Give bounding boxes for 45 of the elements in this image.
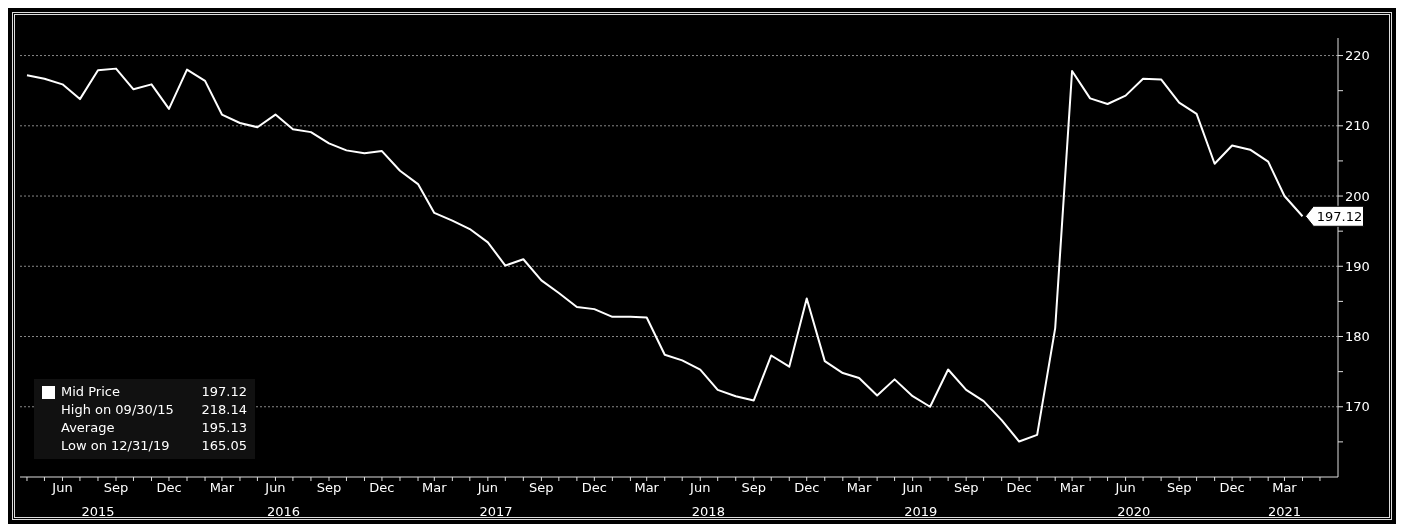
- x-tick-label: Mar: [1059, 480, 1085, 496]
- x-tick-label: Jun: [476, 480, 498, 496]
- data-label: 197.12: [1316, 209, 1363, 225]
- x2-tick-label: 2016: [267, 504, 301, 520]
- x-tick-label: Sep: [953, 480, 979, 496]
- y-tick-label: 180: [1345, 329, 1370, 345]
- x2-tick-label: 2020: [1117, 504, 1151, 520]
- x-tick-label: Sep: [529, 480, 554, 496]
- y-tick-label: 220: [1345, 48, 1370, 64]
- x-tick-label: Sep: [103, 480, 129, 496]
- text: High on 09/30/15 218.14: [61, 402, 247, 417]
- text: Low on 12/31/19 165.05: [61, 438, 247, 453]
- y-tick-label: 200: [1345, 188, 1370, 204]
- x2-tick-label: 2015: [81, 504, 115, 520]
- x-tick-label: Dec: [156, 480, 182, 496]
- x-tick-label: Mar: [846, 480, 873, 496]
- x-tick-label: Jun: [901, 480, 923, 496]
- x-tick-label: Dec: [794, 480, 820, 496]
- x2-tick-label: 2018: [691, 504, 725, 520]
- x-tick-label: Sep: [741, 480, 767, 496]
- x-tick-label: Sep: [316, 480, 342, 496]
- x2-tick-label: 2021: [1267, 504, 1302, 520]
- x-tick-label: Sep: [1166, 480, 1192, 496]
- legend-label: Mid Price: [61, 383, 121, 401]
- y-tick-label: 210: [1345, 118, 1370, 134]
- y-tick-label: 190: [1345, 258, 1370, 274]
- x2-tick-label: 2017: [479, 504, 513, 520]
- x-tick-label: Dec: [1006, 480, 1032, 496]
- x-tick-label: Dec: [369, 480, 395, 496]
- x-tick-label: Jun: [51, 480, 73, 496]
- x-tick-label: Mar: [422, 480, 448, 496]
- price-flag: 197.12: [1305, 205, 1364, 227]
- y-tick-label: 170: [1345, 399, 1370, 415]
- x-tick-label: Jun: [1114, 480, 1136, 496]
- x-tick-label: Dec: [581, 480, 607, 496]
- text: 197.12: [201, 384, 247, 399]
- x-tick-label: Dec: [1219, 480, 1245, 496]
- x-tick-label: Mar: [209, 480, 235, 496]
- x-tick-label: Jun: [264, 480, 286, 496]
- x2-tick-label: 2019: [904, 504, 938, 520]
- x-tick-label: Mar: [1272, 480, 1298, 496]
- text: Average 195.13: [61, 420, 247, 435]
- x-tick-label: Jun: [689, 480, 711, 496]
- x-tick-label: Mar: [634, 480, 660, 496]
- line-series: [25, 67, 1304, 443]
